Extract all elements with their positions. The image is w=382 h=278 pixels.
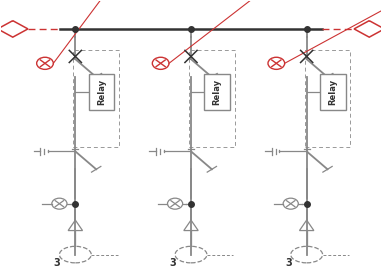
Text: Relay: Relay <box>97 79 106 105</box>
Bar <box>89 74 114 110</box>
Text: 3: 3 <box>170 258 176 268</box>
Text: 3: 3 <box>285 258 292 268</box>
Bar <box>204 74 230 110</box>
Bar <box>73 49 119 147</box>
Text: 3: 3 <box>54 258 60 268</box>
Bar <box>305 49 350 147</box>
Bar <box>189 49 235 147</box>
Text: Relay: Relay <box>329 79 337 105</box>
Text: Relay: Relay <box>213 79 222 105</box>
Bar <box>320 74 346 110</box>
